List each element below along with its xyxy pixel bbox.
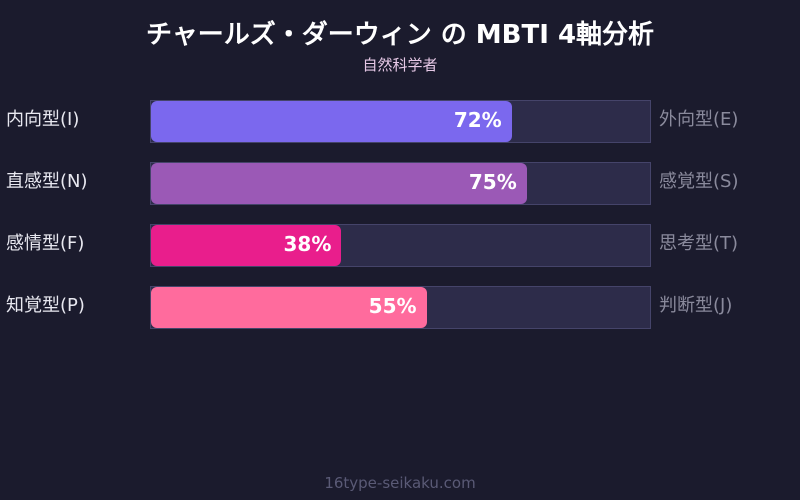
left-label: 内向型(I) (6, 109, 80, 130)
left-label: 感情型(F) (6, 233, 85, 254)
axis-row-ie: 内向型(I) 72% 外向型(E) (0, 100, 800, 143)
bar-track: 38% (150, 224, 651, 267)
left-label: 知覚型(P) (6, 295, 85, 316)
chart-subtitle: 自然科学者 (362, 56, 438, 74)
axis-row-ns: 直感型(N) 75% 感覚型(S) (0, 162, 800, 205)
bar-fill: 55% (151, 287, 427, 328)
bar-track: 55% (150, 286, 651, 329)
axis-row-pj: 知覚型(P) 55% 判断型(J) (0, 286, 800, 329)
right-label: 感覚型(S) (659, 171, 739, 192)
bar-track: 75% (150, 162, 651, 205)
bar-fill: 72% (151, 101, 512, 142)
chart-title: チャールズ・ダーウィン の MBTI 4軸分析 (145, 20, 655, 50)
axis-row-ft: 感情型(F) 38% 思考型(T) (0, 224, 800, 267)
source-watermark: 16type-seikaku.com (324, 474, 476, 492)
bar-fill: 38% (151, 225, 342, 266)
right-label: 思考型(T) (659, 233, 739, 254)
percent-label: 38% (283, 232, 332, 256)
right-label: 外向型(E) (659, 109, 739, 130)
right-label: 判断型(J) (659, 295, 733, 316)
percent-label: 72% (453, 108, 502, 132)
percent-label: 55% (368, 294, 417, 318)
bar-fill: 75% (151, 163, 527, 204)
left-label: 直感型(N) (6, 171, 88, 192)
percent-label: 75% (468, 170, 517, 194)
bar-track: 72% (150, 100, 651, 143)
